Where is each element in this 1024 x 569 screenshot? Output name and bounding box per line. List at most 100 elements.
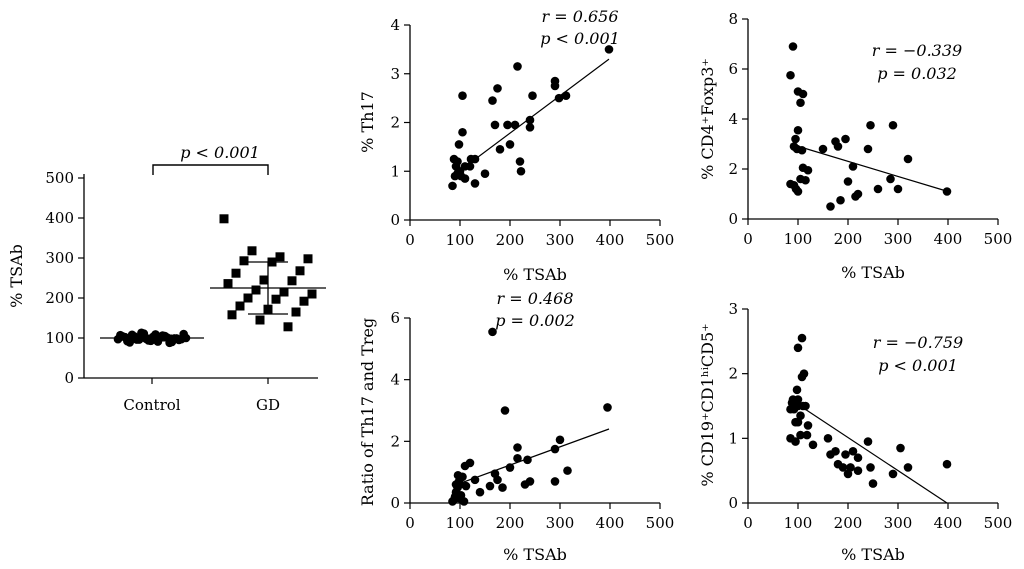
th17-x-tick-label: 200 bbox=[496, 231, 525, 249]
ratio-point bbox=[456, 490, 466, 500]
ratio-point bbox=[520, 480, 530, 489]
tsab-point-gd bbox=[279, 287, 289, 297]
tsab-point-gd bbox=[239, 256, 249, 266]
cd19-point bbox=[803, 421, 813, 430]
cd19-y-axis-label: % CD19⁺CD1ʰⁱCD5⁺ bbox=[698, 323, 717, 486]
cd19-point bbox=[863, 437, 873, 446]
foxp3-y-axis-label: % CD4⁺Foxp3⁺ bbox=[698, 58, 717, 180]
ratio-y-axis-label: Ratio of Th17 and Treg bbox=[358, 318, 377, 506]
significance-label: p < 0.001 bbox=[180, 143, 260, 162]
foxp3-y-tick-label: 2 bbox=[728, 160, 738, 178]
cd19-point bbox=[866, 463, 875, 472]
ratio-point bbox=[500, 406, 510, 415]
ratio-point bbox=[451, 480, 461, 489]
foxp3-y-tick-label: 0 bbox=[728, 210, 738, 228]
th17-x-tick-label: 0 bbox=[405, 231, 415, 249]
foxp3-x-tick-label: 300 bbox=[884, 230, 913, 248]
foxp3-point bbox=[903, 154, 913, 164]
th17-point bbox=[458, 127, 467, 137]
th17-point bbox=[449, 154, 459, 164]
tsab-y-axis-label: % TSAb bbox=[7, 244, 26, 308]
ratio-point bbox=[460, 461, 470, 471]
th17-point bbox=[561, 91, 571, 100]
cd19-point bbox=[796, 411, 805, 421]
th17-point bbox=[488, 96, 497, 105]
cd19-x-tick-label: 400 bbox=[934, 514, 963, 532]
ratio-x-tick-label: 0 bbox=[405, 514, 415, 532]
foxp3-r-value: r = −0.339 bbox=[872, 41, 962, 60]
tsab-point-gd bbox=[295, 266, 305, 276]
cd19-y-tick-label: 0 bbox=[728, 494, 738, 512]
cd19-x-tick-label: 500 bbox=[984, 514, 1013, 532]
th17-point bbox=[505, 140, 515, 149]
tsab-point-gd bbox=[231, 268, 241, 278]
foxp3-x-axis-label: % TSAb bbox=[841, 263, 905, 282]
ratio-point bbox=[498, 483, 507, 492]
th17-y-tick-label: 2 bbox=[390, 114, 400, 132]
cd19-point bbox=[797, 333, 807, 343]
ratio-point bbox=[470, 475, 480, 485]
cd19-point bbox=[868, 479, 878, 488]
tsab-point-gd bbox=[307, 289, 317, 299]
foxp3-point bbox=[843, 177, 853, 186]
cd19-point bbox=[808, 440, 818, 450]
foxp3-trend-line bbox=[790, 143, 949, 193]
th17-y-tick-label: 0 bbox=[390, 211, 400, 229]
ratio-y-tick-label: 6 bbox=[390, 309, 400, 327]
ratio-point bbox=[448, 497, 457, 506]
cd19-x-tick-label: 300 bbox=[884, 514, 913, 532]
th17-point bbox=[454, 140, 464, 149]
cd19-trend-line bbox=[790, 399, 948, 504]
foxp3-point bbox=[841, 134, 850, 144]
foxp3-point bbox=[796, 98, 805, 108]
tsab-point-gd bbox=[259, 275, 269, 285]
foxp3-x-tick-label: 0 bbox=[743, 230, 753, 248]
th17-y-axis-label: % Th17 bbox=[358, 91, 377, 153]
th17-point bbox=[503, 120, 512, 130]
th17-point bbox=[604, 45, 614, 54]
tsab-y-tick-label: 0 bbox=[64, 369, 74, 387]
ratio-point bbox=[488, 327, 497, 337]
cd19-point bbox=[831, 446, 840, 456]
th17-r-value: r = 0.656 bbox=[541, 7, 618, 26]
tsab-point-gd bbox=[251, 285, 261, 295]
tsab-point-gd bbox=[299, 296, 309, 306]
foxp3-x-tick-label: 100 bbox=[784, 230, 813, 248]
foxp3-y-axis-label-text: % CD4⁺Foxp3⁺ bbox=[698, 58, 717, 180]
tsab-point-gd bbox=[223, 279, 233, 289]
ratio-x-axis-label: % TSAb bbox=[503, 545, 567, 564]
tsab-point-control bbox=[167, 337, 177, 347]
tsab-point-control bbox=[134, 335, 144, 344]
cd19-point bbox=[786, 404, 795, 414]
foxp3-point bbox=[786, 70, 795, 80]
th17-point bbox=[516, 166, 526, 176]
tsab-point-gd bbox=[227, 310, 237, 320]
foxp3-point bbox=[833, 142, 843, 151]
ratio-point bbox=[523, 455, 532, 465]
cd19-point bbox=[942, 459, 952, 469]
th17-point bbox=[470, 179, 480, 188]
ratio-y-tick-label: 2 bbox=[390, 432, 400, 450]
th17-point bbox=[480, 169, 490, 178]
cd19-x-axis-label: % TSAb bbox=[841, 545, 905, 564]
cd19-point bbox=[797, 372, 807, 382]
foxp3-point bbox=[866, 120, 875, 130]
tsab-point-gd bbox=[303, 254, 313, 264]
foxp3-x-tick-label: 200 bbox=[834, 230, 863, 248]
panel-th17: 0 100 200 300 400 500 0 1 2 3 4 % TSAb % Th17 r = … bbox=[358, 7, 674, 284]
foxp3-point bbox=[886, 174, 895, 184]
tsab-point-gd bbox=[291, 307, 301, 317]
th17-point bbox=[490, 120, 500, 130]
tsab-point-gd bbox=[283, 322, 293, 332]
tsab-y-tick-label: 400 bbox=[45, 209, 74, 227]
th17-point bbox=[453, 169, 462, 178]
th17-point bbox=[460, 174, 470, 183]
ratio-point bbox=[555, 435, 565, 445]
th17-point bbox=[448, 181, 457, 191]
ratio-point bbox=[485, 481, 495, 491]
ratio-point bbox=[563, 466, 572, 475]
cd19-point bbox=[896, 443, 905, 453]
cd19-point bbox=[791, 437, 800, 446]
cd19-x-tick-label: 100 bbox=[784, 514, 813, 532]
